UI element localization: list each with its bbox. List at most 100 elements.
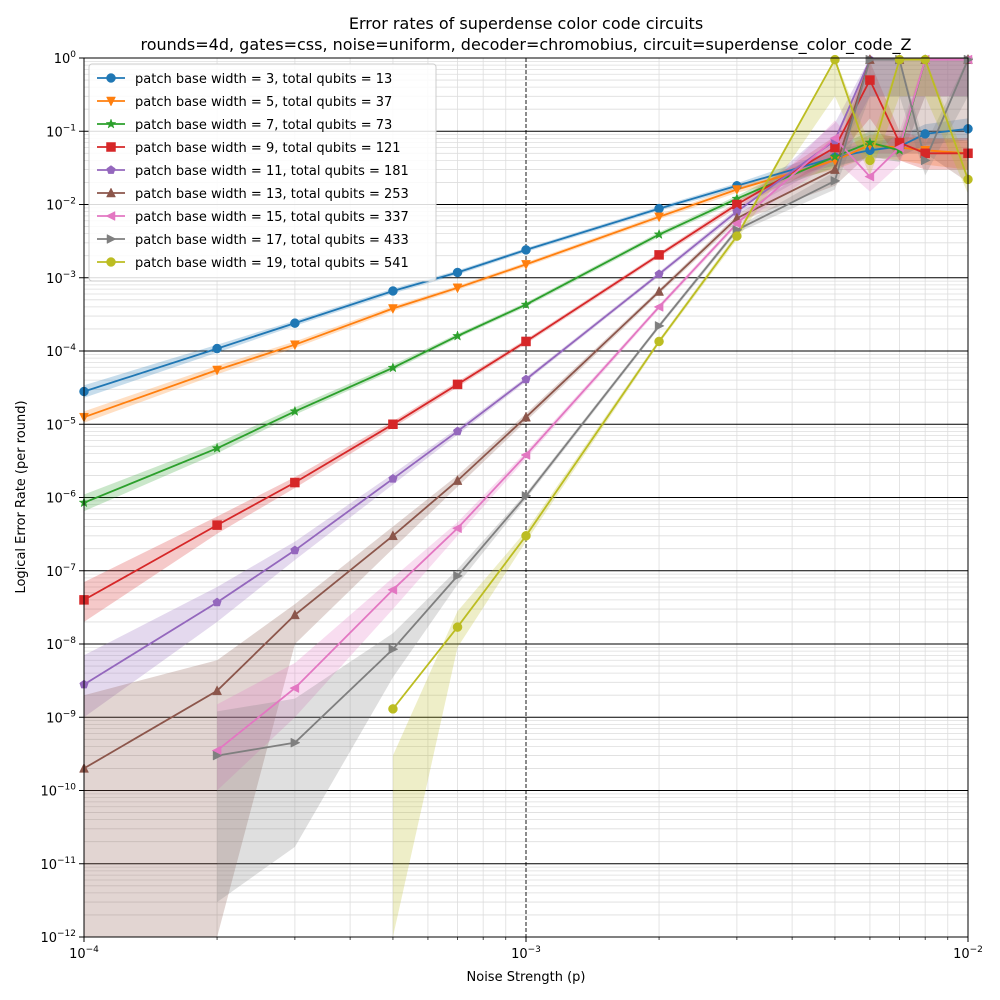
data-point bbox=[653, 228, 665, 240]
confidence-band bbox=[217, 58, 969, 903]
y-tick-label: 100 bbox=[54, 50, 77, 67]
legend-marker bbox=[106, 142, 116, 152]
data-point bbox=[893, 142, 904, 153]
data-point bbox=[290, 737, 301, 748]
y-tick-labels: 100 10−1 10−2 10−3 10−4 10−5 10−6 10−7 10−8 10−9 1… bbox=[40, 50, 76, 946]
x-tick-labels: 10−4 10−3 10−2 bbox=[69, 945, 983, 962]
data-point bbox=[212, 597, 222, 607]
data-point bbox=[387, 362, 399, 373]
y-tick-label: 10−7 bbox=[46, 563, 76, 580]
data-point bbox=[212, 343, 222, 354]
data-point bbox=[654, 320, 665, 331]
y-tick-label: 10−11 bbox=[40, 856, 76, 873]
data-point bbox=[388, 419, 398, 429]
y-tick-label: 10−10 bbox=[40, 783, 76, 800]
legend: patch base width = 3, total qubits = 13 p… bbox=[88, 63, 437, 282]
x-tick-label: 10−4 bbox=[69, 945, 99, 962]
data-point bbox=[388, 286, 398, 296]
chart-title: Error rates of superdense color code cir… bbox=[349, 14, 703, 33]
data-point bbox=[829, 150, 841, 162]
legend-label: patch base width = 19, total qubits = 54… bbox=[135, 256, 409, 271]
data-point bbox=[452, 475, 463, 485]
data-point bbox=[731, 185, 742, 196]
data-point bbox=[290, 318, 300, 328]
data-point bbox=[920, 129, 930, 139]
data-point bbox=[829, 164, 840, 174]
y-tick-label: 10−1 bbox=[46, 123, 76, 140]
confidence-band bbox=[217, 58, 969, 791]
series-line bbox=[392, 57, 969, 710]
data-point bbox=[452, 330, 463, 341]
data-point bbox=[520, 450, 531, 460]
data-point bbox=[865, 75, 875, 85]
data-point bbox=[654, 250, 664, 260]
data-point bbox=[212, 365, 223, 376]
data-point bbox=[211, 442, 223, 453]
y-tick-label: 10−9 bbox=[46, 709, 76, 726]
data-point bbox=[290, 545, 300, 555]
legend-label: patch base width = 9, total qubits = 121 bbox=[135, 141, 401, 156]
x-tick-label: 10−2 bbox=[953, 945, 983, 962]
data-point bbox=[521, 490, 532, 501]
data-point bbox=[521, 531, 531, 541]
y-tick-label: 10−8 bbox=[46, 636, 76, 653]
data-point bbox=[920, 155, 931, 166]
data-point bbox=[289, 405, 301, 417]
data-point bbox=[654, 285, 665, 296]
legend-marker bbox=[106, 165, 116, 174]
data-point bbox=[920, 54, 930, 65]
data-point bbox=[654, 336, 664, 347]
y-axis-label: Logical Error Rate (per round) bbox=[14, 400, 29, 593]
axis-ticks bbox=[79, 57, 969, 942]
data-point bbox=[453, 570, 464, 581]
data-point bbox=[521, 245, 531, 255]
data-point bbox=[830, 142, 840, 153]
data-point bbox=[451, 523, 462, 534]
data-point bbox=[452, 379, 463, 390]
legend-marker bbox=[105, 211, 116, 221]
data-point bbox=[452, 283, 463, 294]
legend-label: patch base width = 17, total qubits = 43… bbox=[135, 233, 409, 248]
data-point bbox=[452, 267, 463, 278]
legend-label: patch base width = 7, total qubits = 73 bbox=[135, 118, 392, 133]
data-point bbox=[289, 683, 300, 694]
data-point bbox=[654, 269, 664, 279]
data-point bbox=[212, 750, 223, 761]
data-point bbox=[521, 336, 531, 347]
legend-label: patch base width = 11, total qubits = 18… bbox=[135, 164, 409, 179]
data-point bbox=[212, 685, 223, 696]
data-point bbox=[731, 218, 742, 229]
legend-marker bbox=[106, 73, 116, 83]
y-tick-label: 10−2 bbox=[46, 197, 76, 214]
data-point bbox=[212, 520, 222, 530]
series-line bbox=[216, 58, 968, 752]
x-axis-label: Noise Strength (p) bbox=[467, 970, 586, 985]
legend-marker bbox=[106, 234, 117, 244]
data-point bbox=[830, 54, 840, 65]
y-tick-label: 10−6 bbox=[46, 490, 76, 507]
data-point bbox=[520, 298, 532, 310]
legend-marker bbox=[105, 118, 117, 129]
data-point bbox=[453, 426, 463, 436]
legend-marker bbox=[106, 96, 116, 107]
y-tick-label: 10−3 bbox=[46, 270, 76, 287]
legend-marker bbox=[106, 257, 116, 267]
data-point bbox=[388, 704, 398, 714]
data-point bbox=[387, 530, 398, 541]
legend-box bbox=[88, 63, 437, 282]
data-point bbox=[732, 231, 742, 241]
legend-marker bbox=[106, 187, 116, 198]
data-point bbox=[864, 136, 876, 148]
y-tick-label: 10−12 bbox=[40, 929, 76, 946]
data-point bbox=[894, 54, 905, 65]
data-point bbox=[387, 304, 398, 315]
data-point bbox=[653, 301, 664, 312]
data-point bbox=[521, 411, 531, 422]
y-tick-label: 10−5 bbox=[46, 416, 76, 433]
series-line bbox=[216, 58, 969, 757]
data-point bbox=[654, 212, 665, 223]
confidence-band bbox=[84, 58, 968, 718]
data-point bbox=[521, 374, 531, 384]
data-point bbox=[289, 609, 300, 620]
legend-label: patch base width = 5, total qubits = 37 bbox=[135, 95, 392, 110]
